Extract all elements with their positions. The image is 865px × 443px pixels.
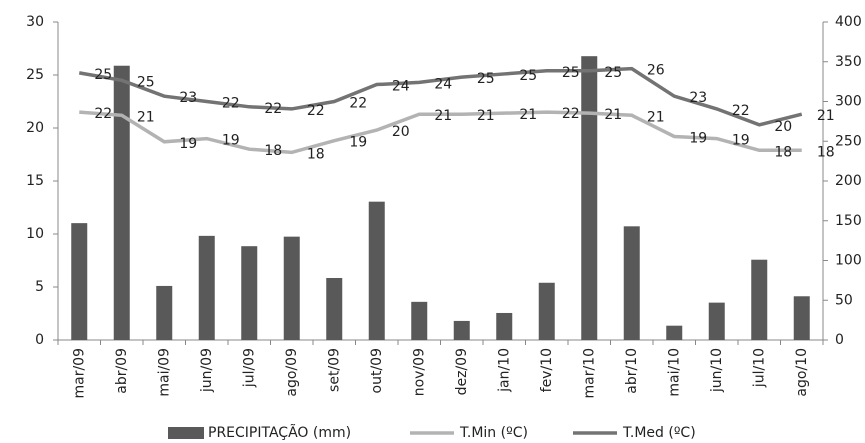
line bbox=[78, 66, 803, 127]
y2-tick-label: 150 bbox=[835, 213, 862, 229]
bar bbox=[283, 236, 300, 340]
data-label: 24 bbox=[434, 76, 452, 92]
data-label: 22 bbox=[732, 103, 750, 119]
data-label: 19 bbox=[179, 136, 197, 152]
x-tick-label: ago/10 bbox=[794, 348, 810, 397]
y2-tick-label: 100 bbox=[835, 253, 862, 269]
data-label: 22 bbox=[349, 96, 367, 112]
data-label: 21 bbox=[817, 108, 835, 124]
data-label: 22 bbox=[562, 106, 580, 122]
data-label: 19 bbox=[222, 133, 240, 149]
y2-tick-label: 200 bbox=[835, 173, 862, 189]
data-label: 20 bbox=[774, 119, 792, 135]
x-tick-label: dez/09 bbox=[454, 348, 470, 395]
x-tick-label: jan/10 bbox=[496, 348, 512, 393]
x-tick-label: jul/09 bbox=[241, 348, 257, 388]
data-label: 19 bbox=[689, 130, 707, 146]
x-tick-label: mar/09 bbox=[71, 348, 87, 399]
y-tick-label: 25 bbox=[26, 67, 44, 83]
x-tick-label: mar/10 bbox=[581, 348, 597, 399]
x-tick-label: mai/10 bbox=[666, 348, 682, 397]
data-label: 19 bbox=[732, 133, 750, 149]
y-tick-label: 5 bbox=[35, 279, 44, 295]
bar bbox=[708, 302, 725, 340]
data-label: 25 bbox=[519, 68, 537, 84]
x-tick-label: out/09 bbox=[369, 348, 385, 393]
bar bbox=[751, 259, 768, 340]
bar bbox=[368, 201, 385, 340]
bar bbox=[793, 296, 810, 340]
data-label: 24 bbox=[392, 79, 410, 95]
data-label: 26 bbox=[647, 63, 665, 79]
data-label: 23 bbox=[179, 90, 197, 106]
data-label: 18 bbox=[264, 143, 282, 159]
bar bbox=[623, 226, 640, 340]
data-label: 22 bbox=[264, 101, 282, 117]
bar bbox=[538, 282, 555, 340]
data-label: 22 bbox=[94, 106, 112, 122]
x-tick-label: fev/10 bbox=[539, 348, 555, 392]
x-tick-label: abr/10 bbox=[624, 348, 640, 394]
bar bbox=[581, 56, 598, 341]
y2-tick-label: 50 bbox=[835, 292, 853, 308]
y-tick-label: 30 bbox=[26, 14, 44, 30]
y-tick-label: 20 bbox=[26, 120, 44, 136]
data-label: 21 bbox=[477, 108, 495, 124]
data-label: 22 bbox=[307, 103, 325, 119]
y2-tick-label: 350 bbox=[835, 54, 862, 70]
x-tick-label: mai/09 bbox=[156, 348, 172, 397]
y2-tick-label: 0 bbox=[835, 332, 844, 348]
x-tick-label: jul/10 bbox=[751, 348, 767, 388]
legend-swatch bbox=[168, 427, 204, 439]
data-label: 21 bbox=[519, 107, 537, 123]
data-label: 18 bbox=[817, 144, 835, 160]
legend-label: PRECIPITAÇÃO (mm) bbox=[208, 424, 351, 441]
bar bbox=[71, 223, 88, 340]
data-label: 25 bbox=[94, 67, 112, 83]
legend-label: T.Min (ºC) bbox=[459, 425, 528, 441]
x-tick-label: set/09 bbox=[326, 348, 342, 392]
data-label: 21 bbox=[604, 107, 622, 123]
bar bbox=[496, 312, 513, 340]
x-tick-label: jun/10 bbox=[709, 348, 725, 393]
data-label: 21 bbox=[647, 109, 665, 125]
y-tick-label: 0 bbox=[35, 332, 44, 348]
bar bbox=[241, 246, 258, 340]
y-tick-label: 10 bbox=[26, 226, 44, 242]
x-tick-label: abr/09 bbox=[114, 348, 130, 394]
bar bbox=[411, 301, 428, 340]
bar bbox=[453, 320, 470, 340]
bar bbox=[113, 65, 130, 340]
bar bbox=[198, 235, 215, 340]
data-label: 20 bbox=[392, 124, 410, 140]
bar bbox=[666, 325, 683, 340]
data-label: 25 bbox=[137, 74, 155, 90]
data-label: 23 bbox=[689, 90, 707, 106]
y-tick-label: 15 bbox=[26, 173, 44, 189]
x-tick-label: nov/09 bbox=[411, 348, 427, 396]
data-label: 22 bbox=[222, 96, 240, 112]
bar bbox=[156, 285, 173, 340]
x-tick-label: ago/09 bbox=[284, 348, 300, 397]
data-label: 18 bbox=[307, 146, 325, 162]
y2-tick-label: 250 bbox=[835, 133, 862, 149]
y2-tick-label: 300 bbox=[835, 94, 862, 110]
data-label: 18 bbox=[774, 144, 792, 160]
data-label: 21 bbox=[137, 109, 155, 125]
data-label: 19 bbox=[349, 135, 367, 151]
y2-tick-label: 400 bbox=[835, 14, 862, 30]
data-label: 25 bbox=[604, 65, 622, 81]
data-label: 21 bbox=[434, 108, 452, 124]
line bbox=[79, 110, 802, 155]
data-label: 25 bbox=[477, 71, 495, 87]
legend-label: T.Med (ºC) bbox=[622, 425, 696, 441]
data-label: 25 bbox=[562, 65, 580, 81]
x-tick-label: jun/09 bbox=[199, 348, 215, 393]
bar bbox=[326, 277, 343, 340]
